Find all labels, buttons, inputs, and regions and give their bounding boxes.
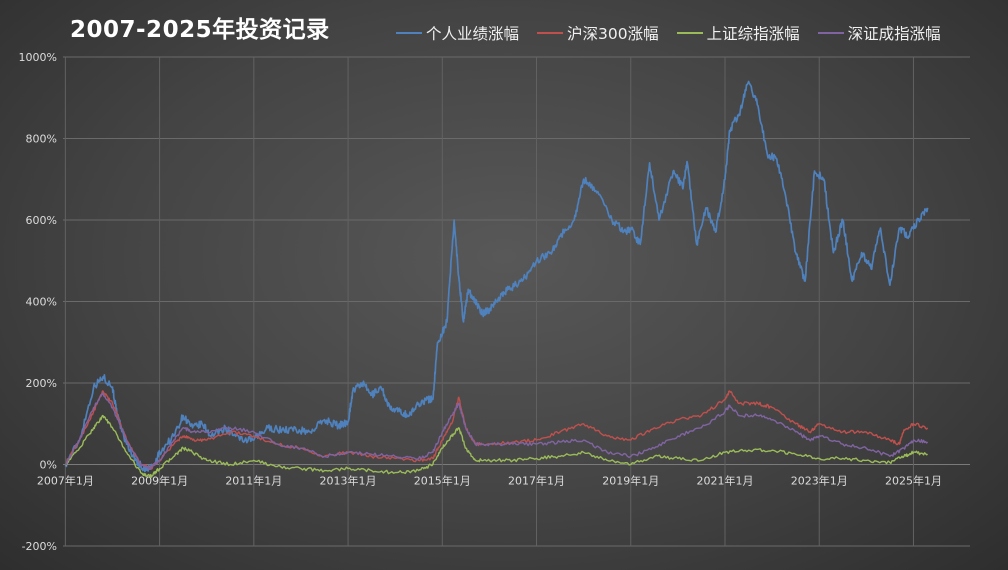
legend-label-hs300: 沪深300涨幅 [567, 25, 659, 43]
legend-swatch-szse [817, 32, 844, 34]
x-tick-label: 2015年1月 [414, 474, 471, 488]
y-tick-label: 400% [26, 296, 57, 309]
series-line-1 [64, 80, 929, 473]
chart-title: 2007-2025年投资记录 [70, 17, 330, 43]
y-tick-label: 1000% [19, 51, 57, 64]
legend-label-szse: 深证成指涨幅 [847, 25, 941, 43]
legend-item-hs300[interactable]: 沪深300涨幅 [537, 22, 659, 44]
x-tick-label: 2017年1月 [508, 474, 565, 488]
x-tick-label: 2011年1月 [225, 474, 282, 488]
legend-label-personal: 个人业绩涨幅 [426, 25, 520, 43]
x-tick-label: 2019年1月 [602, 474, 659, 488]
legend-item-personal[interactable]: 个人业绩涨幅 [396, 22, 519, 44]
y-tick-label: -200% [22, 540, 57, 553]
legend-label-sse: 上证综指涨幅 [706, 25, 800, 43]
x-tick-label: 2021年1月 [696, 474, 753, 488]
legend-swatch-hs300 [537, 32, 564, 34]
legend: 个人业绩涨幅 沪深300涨幅 上证综指涨幅 深证成指涨幅 [396, 22, 941, 44]
legend-swatch-sse [676, 32, 703, 34]
series-line-4 [65, 392, 929, 470]
legend-item-sse[interactable]: 上证综指涨幅 [676, 22, 800, 44]
x-tick-label: 2023年1月 [791, 474, 848, 488]
y-tick-label: 600% [26, 214, 57, 227]
y-tick-label: 800% [26, 133, 57, 146]
legend-item-szse[interactable]: 深证成指涨幅 [817, 22, 941, 44]
x-tick-label: 2009年1月 [131, 474, 188, 488]
x-tick-label: 2007年1月 [37, 474, 94, 488]
y-tick-label: 200% [26, 377, 57, 390]
legend-swatch-personal [396, 32, 422, 34]
y-tick-label: 0% [40, 459, 57, 472]
x-tick-label: 2025年1月 [885, 474, 942, 488]
x-tick-label: 2013年1月 [320, 474, 377, 488]
series-line-3 [65, 414, 928, 478]
